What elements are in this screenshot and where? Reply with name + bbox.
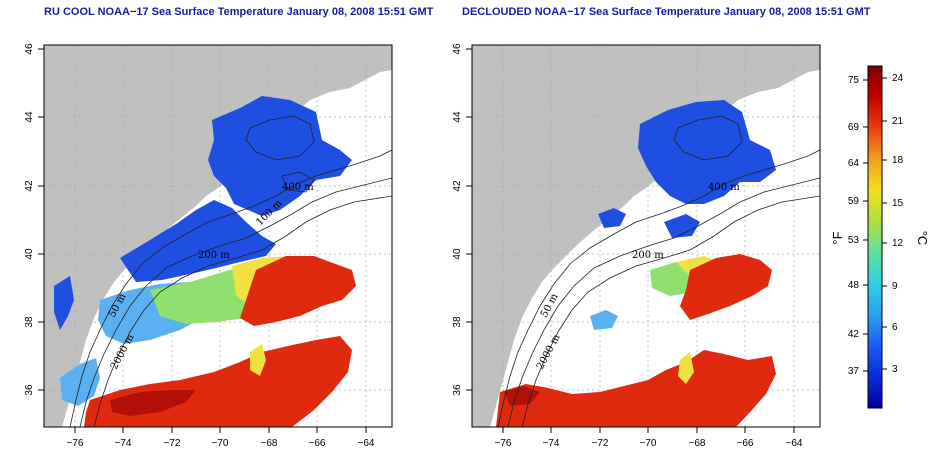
lat-tick-label: 44: [24, 111, 35, 123]
land-mass: [44, 45, 392, 427]
sst-cold-gulf-of-maine: [638, 100, 776, 204]
colorbar-c-tick-label: 15: [892, 198, 904, 209]
lon-tick-label: −70: [640, 438, 657, 449]
contour-label-400m: 400 m: [708, 182, 740, 193]
colorbar-c-tick-label: 3: [892, 364, 898, 375]
lat-tick-label: 36: [24, 384, 35, 396]
lat-tick-label: 40: [452, 248, 463, 260]
lon-tick-label: −72: [592, 438, 609, 449]
lat-tick-label: 46: [452, 43, 463, 55]
colorbar-f-tick-label: 75: [848, 75, 860, 86]
lat-tick-label: 44: [452, 111, 463, 123]
lon-tick-label: −74: [543, 438, 560, 449]
colorbar-fahrenheit-label: °F: [830, 231, 845, 244]
lon-tick-label: −76: [67, 438, 84, 449]
sst-cool-south: [60, 358, 100, 406]
lon-tick-label: −66: [309, 438, 326, 449]
lon-tick-label: −64: [358, 438, 375, 449]
right-plot-frame: [471, 44, 821, 428]
sst-hot-gulf-stream-north: [680, 254, 772, 320]
sst-cold-shelf: [598, 208, 626, 228]
contour-label-400m: 400 m: [282, 182, 314, 193]
colorbar-c-tick-label: 6: [892, 322, 898, 333]
colorbar-f-tick-label: 42: [848, 329, 860, 340]
sst-cold-gulf-of-maine: [208, 96, 352, 216]
colorbar: 75 69 64 59 53 48 42 37 24 21 18 15 12 9 6 3 °F °C: [830, 65, 930, 409]
colorbar-f-tick-label: 64: [848, 158, 860, 169]
sst-hot-gulf-stream-south: [496, 350, 776, 427]
sst-hottest-core: [110, 390, 196, 416]
lat-tick-label: 38: [24, 316, 35, 328]
sst-cool-slope: [590, 310, 618, 330]
bathymetry-contours: [69, 115, 392, 427]
colorbar-f-tick-label: 37: [848, 366, 860, 377]
lon-tick-label: −70: [212, 438, 229, 449]
colorbar-fahrenheit-ticks: 75 69 64 59 53 48 42 37: [848, 75, 868, 377]
sst-cold-shelf-2: [664, 214, 700, 238]
colorbar-f-tick-label: 69: [848, 122, 860, 133]
right-panel-title: DECLOUDED NOAA−17 Sea Surface Temperatur…: [462, 6, 871, 18]
lon-tick-label: −72: [164, 438, 181, 449]
colorbar-f-tick-label: 59: [848, 196, 860, 207]
sst-cold-shelf: [120, 200, 276, 282]
right-axes: −76 −74 −72 −70 −68 −66 −64 36 38 40 42 44 46: [452, 43, 803, 449]
contour-label-200m: 200 m: [632, 250, 664, 261]
lat-tick-label: 42: [24, 180, 35, 192]
lon-tick-label: −64: [786, 438, 803, 449]
lat-tick-label: 40: [24, 248, 35, 260]
colorbar-f-tick-label: 53: [848, 235, 860, 246]
lon-tick-label: −68: [261, 438, 278, 449]
colorbar-c-tick-label: 24: [892, 73, 904, 84]
sst-warm-eddy: [250, 344, 266, 376]
contour-label-200m: 200 m: [198, 250, 230, 261]
colorbar-celsius-ticks: 24 21 18 15 12 9 6 3: [882, 73, 904, 375]
colorbar-gradient: [867, 65, 883, 409]
lon-tick-label: −74: [115, 438, 132, 449]
lon-tick-label: −66: [737, 438, 754, 449]
sst-warm-eddy: [678, 352, 694, 384]
colorbar-c-tick-label: 18: [892, 155, 904, 166]
lat-tick-label: 46: [24, 43, 35, 55]
colorbar-f-tick-label: 48: [848, 280, 860, 291]
lat-tick-label: 42: [452, 180, 463, 192]
colorbar-c-tick-label: 9: [892, 281, 898, 292]
bathymetry-contours: [497, 115, 820, 427]
left-panel-title: RU COOL NOAA−17 Sea Surface Temperature …: [44, 6, 434, 18]
lat-tick-label: 36: [452, 384, 463, 396]
sst-hot-gulf-stream-north: [240, 256, 356, 326]
land-mass: [472, 45, 820, 427]
colorbar-c-tick-label: 12: [892, 238, 904, 249]
sst-cold-nearshore: [54, 276, 74, 330]
lon-tick-label: −68: [689, 438, 706, 449]
colorbar-c-tick-label: 21: [892, 116, 904, 127]
right-map: 200 m 50 m 2000 m 400 m: [472, 45, 820, 427]
lat-tick-label: 38: [452, 316, 463, 328]
sst-hottest-core: [504, 386, 540, 406]
left-plot-frame: [43, 44, 393, 428]
lon-tick-label: −76: [495, 438, 512, 449]
left-map: 200 m 50 m 2000 m 100 m 400 m: [44, 45, 392, 427]
left-axes: −76 −74 −72 −70 −68 −66 −64 36 38 40 42 44 46: [24, 43, 375, 449]
colorbar-celsius-label: °C: [915, 231, 930, 246]
